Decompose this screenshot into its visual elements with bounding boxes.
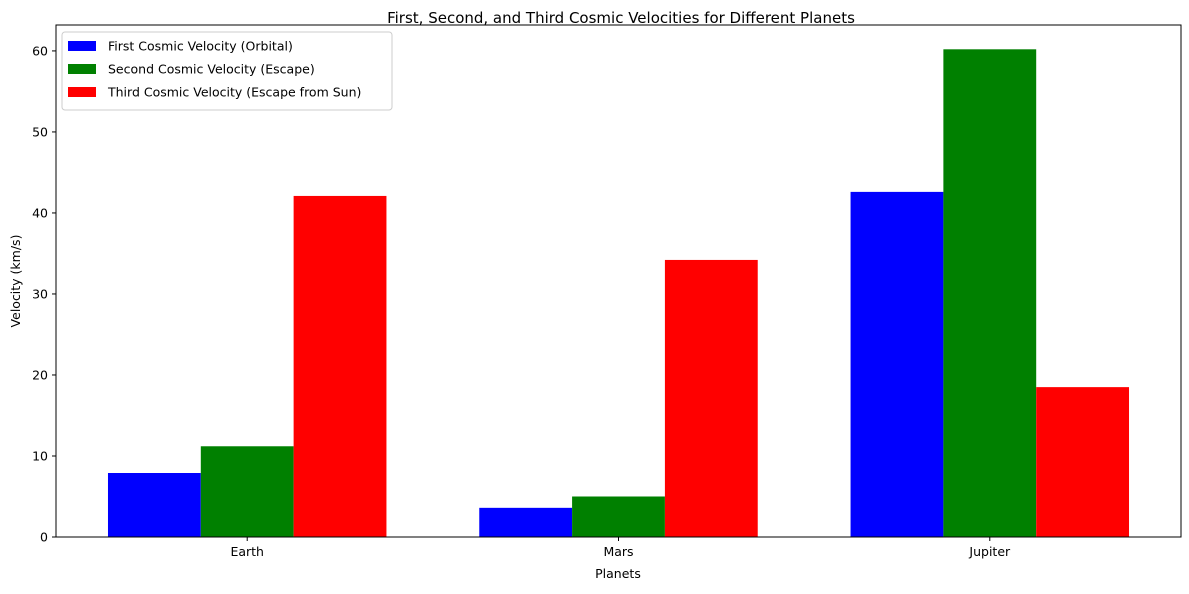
y-tick-label: 60 <box>32 43 48 58</box>
x-axis: Earth Mars Jupiter <box>230 537 1011 559</box>
bar-jupiter-series-1 <box>850 191 944 537</box>
x-tick-label: Mars <box>603 544 633 559</box>
y-axis: 0 10 20 30 40 50 60 <box>32 43 56 545</box>
y-tick-label: 10 <box>32 448 48 463</box>
y-tick-label: 40 <box>32 205 48 220</box>
legend-swatch <box>68 64 96 74</box>
bar-earth-series-2 <box>200 446 294 537</box>
legend-swatch <box>68 41 96 51</box>
x-axis-label: Planets <box>595 566 641 581</box>
chart-title: First, Second, and Third Cosmic Velociti… <box>387 9 855 27</box>
y-tick-label: 20 <box>32 367 48 382</box>
bars-group <box>107 49 1130 537</box>
legend-swatch <box>68 87 96 97</box>
x-tick-label: Jupiter <box>968 544 1011 559</box>
y-tick-label: 50 <box>32 124 48 139</box>
bar-jupiter-series-3 <box>1036 387 1130 537</box>
bar-mars-series-1 <box>479 507 573 537</box>
legend-label: First Cosmic Velocity (Orbital) <box>108 39 293 54</box>
x-tick-label: Earth <box>230 544 264 559</box>
y-axis-label: Velocity (km/s) <box>8 235 23 328</box>
legend-label: Second Cosmic Velocity (Escape) <box>108 62 315 77</box>
bar-earth-series-3 <box>293 195 387 537</box>
bar-jupiter-series-2 <box>943 49 1037 537</box>
bar-mars-series-2 <box>572 496 665 537</box>
bar-mars-series-3 <box>664 259 758 537</box>
legend-box <box>61 31 393 111</box>
y-tick-label: 0 <box>40 530 48 545</box>
legend-label: Third Cosmic Velocity (Escape from Sun) <box>107 85 361 100</box>
y-tick-label: 30 <box>32 286 48 301</box>
legend: First Cosmic Velocity (Orbital) Second Co… <box>61 31 393 111</box>
bar-earth-series-1 <box>107 473 201 537</box>
